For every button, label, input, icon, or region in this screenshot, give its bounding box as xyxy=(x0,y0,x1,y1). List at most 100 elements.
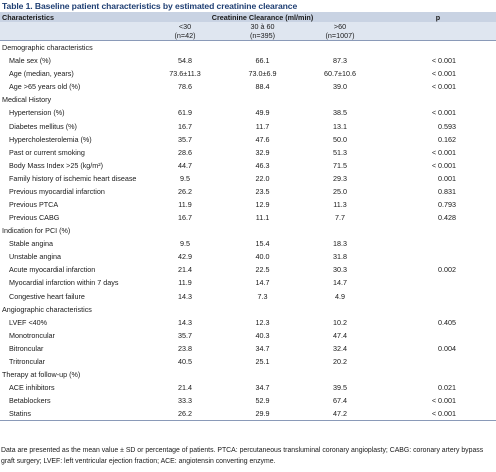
cell-lt30: 35.7 xyxy=(178,134,192,144)
cell-p-value xyxy=(380,289,496,302)
cell-p-value: 0.793 xyxy=(438,199,456,209)
section-heading: Demographic characteristics xyxy=(2,43,93,53)
row-label: Congestive heart failure xyxy=(9,291,85,301)
cell-p-value: < 0.001 xyxy=(380,407,496,422)
cell-lt30: 54.8 xyxy=(178,56,192,66)
cell-lt30: 33.3 xyxy=(178,396,192,406)
section-row: Therapy at follow-up (%) xyxy=(0,368,496,381)
header-spacer xyxy=(0,22,145,31)
table-row: LVEF <40% 14.3 12.3 10.2 0.405 xyxy=(0,316,496,329)
cell-p-value xyxy=(380,276,496,289)
cell-gt60: 18.3 xyxy=(333,239,347,249)
cell-p-value: 0.021 xyxy=(438,383,456,393)
cell-p-value: < 0.001 xyxy=(431,82,456,92)
row-label: Previous CABG xyxy=(9,213,60,223)
cell-gt60: 71.5 xyxy=(333,160,347,170)
cell-lt30: 11.9 xyxy=(178,278,192,288)
cell-p-value: 0.162 xyxy=(438,134,456,144)
cell-lt30: 78.6 xyxy=(178,82,192,92)
row-label: Bitroncular xyxy=(9,343,44,353)
cell-gt60: 50.0 xyxy=(333,134,347,144)
row-label: Unstable angina xyxy=(9,252,61,262)
table-row: Stable angina 9.5 15.4 18.3 xyxy=(0,237,496,250)
cell-p-value xyxy=(380,329,496,342)
table-row: Statins 26.2 29.9 47.2 < 0.001 xyxy=(0,407,496,422)
table-row: Betablockers 33.3 52.9 67.4 < 0.001 xyxy=(0,394,496,407)
cell-gt60: 29.3 xyxy=(333,173,347,183)
row-label: Age (median, years) xyxy=(9,69,74,79)
cell-30-60: 11.7 xyxy=(255,121,270,131)
table-row: Myocardial infarction within 7 days 11.9 1… xyxy=(0,276,496,289)
table-body: Demographic characteristics Male sex (%) 5… xyxy=(0,41,496,422)
table-row: Acute myocardial infarction 21.4 22.5 30.3 0… xyxy=(0,263,496,276)
cell-lt30: 42.9 xyxy=(178,252,192,262)
cell-p-value: 0.428 xyxy=(438,213,456,223)
cell-lt30: 9.5 xyxy=(180,173,190,183)
table-row: Previous myocardial infarction 26.2 23.5 25… xyxy=(0,185,496,198)
cell-p-value: 0.001 xyxy=(438,173,456,183)
cell-p-value: 0.002 xyxy=(438,265,456,275)
table-footnote: Data are presented as the mean value ± S… xyxy=(1,447,484,465)
cell-lt30: 28.6 xyxy=(178,147,192,157)
table-row: Body Mass Index >25 (kg/m²) 44.7 46.3 71.5 <… xyxy=(0,159,496,172)
row-label: Hypercholesterolemia (%) xyxy=(9,134,92,144)
cell-30-60: 32.9 xyxy=(255,147,270,157)
section-heading: Indication for PCI (%) xyxy=(2,226,71,236)
table-row: Unstable angina 42.9 40.0 31.8 xyxy=(0,250,496,263)
section-heading: Medical History xyxy=(2,95,52,105)
cell-30-60: 46.3 xyxy=(255,160,270,170)
cell-gt60: 20.2 xyxy=(333,356,347,366)
cell-30-60: 40.0 xyxy=(255,252,270,262)
cell-30-60: 34.7 xyxy=(255,343,270,353)
table-row: Tritroncular 40.5 25.1 20.2 xyxy=(0,355,496,368)
header-characteristics: Characteristics xyxy=(0,12,145,22)
cell-p-value: 0.405 xyxy=(438,317,456,327)
cell-lt30: 23.8 xyxy=(178,343,192,353)
cell-gt60: 4.9 xyxy=(335,291,345,301)
cell-lt30: 35.7 xyxy=(178,330,192,340)
cell-lt30: 44.7 xyxy=(178,160,192,170)
cell-gt60: 10.2 xyxy=(333,317,347,327)
row-label: Previous PTCA xyxy=(9,199,59,209)
row-label: Family history of ischemic heart disease xyxy=(9,173,137,183)
cell-p-value: < 0.001 xyxy=(431,160,456,170)
table-row: Hypercholesterolemia (%) 35.7 47.6 50.0 0.16… xyxy=(0,133,496,146)
header-spacer xyxy=(380,22,496,31)
header-p: p xyxy=(380,12,496,22)
cell-30-60: 12.3 xyxy=(255,317,270,327)
cell-30-60: 12.9 xyxy=(255,199,270,209)
cell-p-value xyxy=(380,250,496,263)
cell-30-60: 15.4 xyxy=(255,239,270,249)
row-label: Betablockers xyxy=(9,396,51,406)
row-label: Male sex (%) xyxy=(9,56,51,66)
section-row: Demographic characteristics xyxy=(0,41,496,55)
cell-lt30: 21.4 xyxy=(178,265,192,275)
cell-p-value: 0.004 xyxy=(438,343,456,353)
table-row: Previous CABG 16.7 11.1 7.7 0.428 xyxy=(0,211,496,224)
cell-gt60: 60.7±10.6 xyxy=(324,69,356,79)
section-heading: Angiographic characteristics xyxy=(2,304,92,314)
cell-gt60: 30.3 xyxy=(333,265,347,275)
cell-lt30: 26.2 xyxy=(145,407,225,422)
header-col1: <30 xyxy=(145,22,225,31)
table-row: Age >65 years old (%) 78.6 88.4 39.0 < 0.001 xyxy=(0,80,496,93)
header-creatinine-group: Creatinine Clearance (ml/min) xyxy=(145,12,380,22)
section-row: Angiographic characteristics xyxy=(0,303,496,316)
cell-30-60: 47.6 xyxy=(255,134,270,144)
row-label: Stable angina xyxy=(9,239,53,249)
row-label: Past or current smoking xyxy=(9,147,85,157)
header-spacer xyxy=(0,31,145,41)
row-label: Acute myocardial infarction xyxy=(9,265,96,275)
cell-p-value xyxy=(380,355,496,368)
table-row: Diabetes mellitus (%) 16.7 11.7 13.1 0.593 xyxy=(0,119,496,132)
cell-gt60: 87.3 xyxy=(333,56,347,66)
header-col3-n: (n=1007) xyxy=(300,31,380,41)
cell-gt60: 7.7 xyxy=(335,213,345,223)
cell-30-60: 11.1 xyxy=(255,213,270,223)
cell-30-60: 66.1 xyxy=(255,56,270,66)
table-row: Congestive heart failure 14.3 7.3 4.9 xyxy=(0,289,496,302)
cell-lt30: 21.4 xyxy=(178,383,192,393)
cell-gt60: 13.1 xyxy=(333,121,347,131)
cell-30-60: 88.4 xyxy=(255,82,270,92)
cell-30-60: 52.9 xyxy=(255,396,270,406)
